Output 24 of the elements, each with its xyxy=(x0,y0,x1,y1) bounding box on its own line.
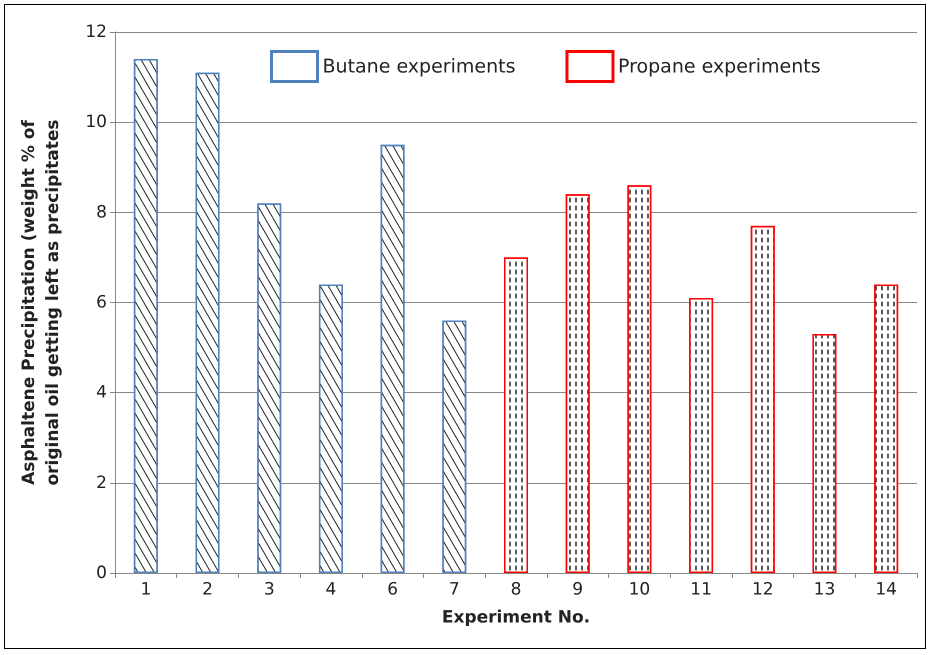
y-tick-label: 4 xyxy=(96,382,107,403)
x-tick-label: 13 xyxy=(814,580,836,600)
y-tick-label: 2 xyxy=(96,472,107,493)
x-tick-label: 11 xyxy=(690,580,712,600)
y-tick-label: 6 xyxy=(96,292,107,312)
x-tick-label: 8 xyxy=(510,580,522,600)
x-tick-label: 12 xyxy=(752,580,774,600)
x-tick-label: 2 xyxy=(202,580,213,600)
x-tick-label: 3 xyxy=(264,580,275,600)
legend-label: Propane experiments xyxy=(618,56,821,78)
x-tick-label: 1 xyxy=(140,580,152,600)
x-tick-label: 9 xyxy=(572,580,584,600)
y-tick-label: 0 xyxy=(96,563,107,583)
x-tick-label: 4 xyxy=(326,580,336,600)
y-tick-label: 8 xyxy=(96,202,107,222)
y-tick-label: 12 xyxy=(85,22,107,42)
x-tick-label: 6 xyxy=(387,580,398,600)
x-tick-label: 7 xyxy=(448,580,460,600)
y-tick-label: 10 xyxy=(85,112,107,132)
x-tick-label: 10 xyxy=(628,580,650,600)
y-axis-title: Asphaltene Precipitation (weight % of original oil getting left as precipitates xyxy=(19,119,63,486)
legend-label: Butane experiments xyxy=(322,56,516,78)
x-tick-label: 14 xyxy=(875,580,897,600)
x-axis-title: Experiment No. xyxy=(442,608,590,628)
